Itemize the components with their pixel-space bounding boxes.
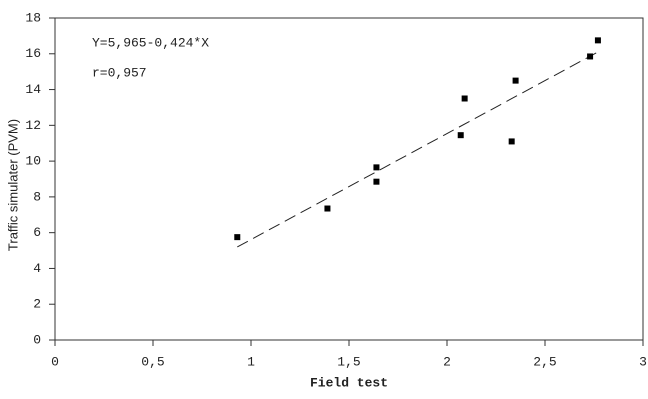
fit-line — [237, 51, 599, 248]
point — [234, 234, 241, 241]
y-tick-label: 14 — [25, 82, 41, 97]
point — [594, 37, 601, 44]
x-tick-label: 1 — [247, 354, 255, 369]
correlation: r=0,957 — [92, 65, 147, 80]
point — [373, 178, 380, 185]
point — [324, 205, 331, 212]
point — [373, 164, 380, 171]
equation: Y=5,965-0,424*X — [92, 35, 209, 50]
y-tick-label: 4 — [33, 261, 41, 276]
y-tick-label: 16 — [25, 46, 41, 61]
x-tick-label: 1,5 — [337, 354, 360, 369]
point — [461, 95, 468, 102]
y-tick-label: 12 — [25, 118, 41, 133]
point — [508, 138, 515, 145]
y-tick-label: 6 — [33, 225, 41, 240]
point — [587, 53, 594, 60]
x-tick-label: 0,5 — [141, 354, 164, 369]
x-tick-label: 2 — [443, 354, 451, 369]
point — [512, 77, 519, 84]
y-tick-label: 2 — [33, 297, 41, 312]
x-tick-label: 3 — [639, 354, 647, 369]
y-tick-label: 10 — [25, 154, 41, 169]
x-tick-label: 2,5 — [533, 354, 556, 369]
y-tick-label: 18 — [25, 10, 41, 25]
y-tick-label: 8 — [33, 189, 41, 204]
point — [457, 132, 464, 139]
y-tick-label: 0 — [33, 332, 41, 347]
x-axis-label: Field test — [310, 375, 388, 390]
y-axis-label: Traffic simulater (PVM) — [5, 119, 20, 251]
x-tick-label: 0 — [51, 354, 59, 369]
